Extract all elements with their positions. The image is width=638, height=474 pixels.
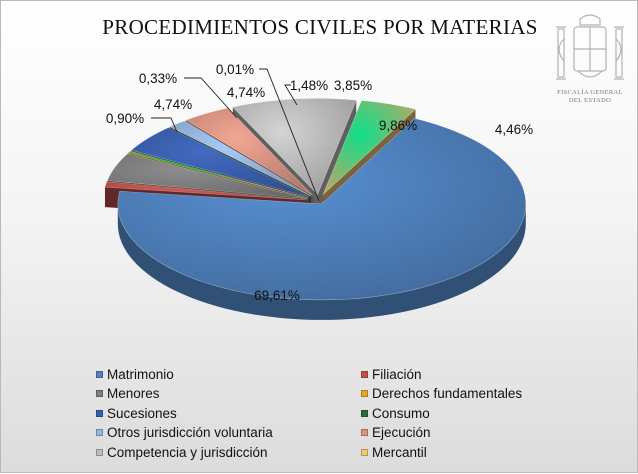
legend-swatch xyxy=(96,409,103,417)
pie-slice-mercantil xyxy=(322,100,417,195)
data-labels: 69,61% 0,90% 4,74% 0,33% 4,74% 0,01% 1,48% 3,85… xyxy=(106,62,533,303)
legend-swatch xyxy=(96,370,103,378)
legend-label: Filiación xyxy=(372,366,422,382)
data-label: 1,48% xyxy=(290,78,328,93)
data-label: 4,46% xyxy=(495,122,533,137)
legend-item: Competencia y jurisdicción xyxy=(96,443,361,462)
data-label: 9,86% xyxy=(379,118,417,133)
pie-slice-consumo xyxy=(168,126,311,197)
legend-swatch xyxy=(96,448,103,456)
org-name-line2: DEL ESTADO xyxy=(568,97,612,104)
data-label: 4,74% xyxy=(227,85,265,100)
data-label: 0,90% xyxy=(106,111,144,126)
legend-label: Sucesiones xyxy=(107,405,177,421)
legend-swatch xyxy=(361,429,368,437)
legend-item: Filiación xyxy=(361,365,576,384)
chart-legend: Matrimonio Filiación Menores Derechos funda… xyxy=(96,365,576,462)
legend-swatch xyxy=(361,409,368,417)
pie-slice-filiaci-n xyxy=(104,181,308,201)
legend-item: Matrimonio xyxy=(96,365,361,384)
leader-line xyxy=(184,77,238,119)
slice-side-wall xyxy=(117,203,526,320)
pie-slice-sucesiones xyxy=(130,127,310,198)
data-label: 69,61% xyxy=(254,288,300,303)
legend-item: Ejecución xyxy=(361,424,576,443)
leader-line xyxy=(259,68,320,202)
legend-item: Menores xyxy=(96,385,361,404)
legend-swatch xyxy=(361,370,368,378)
legend-item: Derechos fundamentales xyxy=(361,385,576,404)
legend-label: Derechos fundamentales xyxy=(372,386,523,402)
pie-tops xyxy=(104,98,527,301)
coat-of-arms-logo xyxy=(556,14,624,80)
legend-label: Menores xyxy=(107,386,160,402)
leader-line xyxy=(151,117,178,133)
pie-slice-menores xyxy=(106,153,308,200)
chart-title: PROCEDIMIENTOS CIVILES POR MATERIAS xyxy=(102,15,538,39)
legend-label: Ejecución xyxy=(372,425,431,441)
legend-label: Consumo xyxy=(372,405,430,421)
legend-label: Otros jurisdicción voluntaria xyxy=(107,425,273,441)
pie-slice-derechos-fundamentales xyxy=(127,150,309,199)
pie-slice-otros-jurisdicci-n-voluntaria xyxy=(169,120,312,197)
legend-label: Mercantil xyxy=(372,444,427,460)
leader-line xyxy=(284,84,298,106)
legend-item: Mercantil xyxy=(361,443,576,462)
data-label: 0,01% xyxy=(216,62,254,77)
legend-swatch xyxy=(361,448,368,456)
legend-swatch xyxy=(361,390,368,398)
legend-swatch xyxy=(96,390,103,398)
legend-item: Otros jurisdicción voluntaria xyxy=(96,424,361,443)
legend-label: Competencia y jurisdicción xyxy=(107,444,268,460)
legend-item: Sucesiones xyxy=(96,404,361,423)
pie-slice-matrimonio xyxy=(117,118,527,301)
legend-item: Consumo xyxy=(361,404,576,423)
data-label: 0,33% xyxy=(139,71,177,86)
data-label: 4,74% xyxy=(154,97,192,112)
legend-swatch xyxy=(96,429,103,437)
data-label: 3,85% xyxy=(334,78,372,93)
org-name-line1: FISCALÍA GENERAL xyxy=(557,89,623,96)
legend-label: Matrimonio xyxy=(107,366,174,382)
